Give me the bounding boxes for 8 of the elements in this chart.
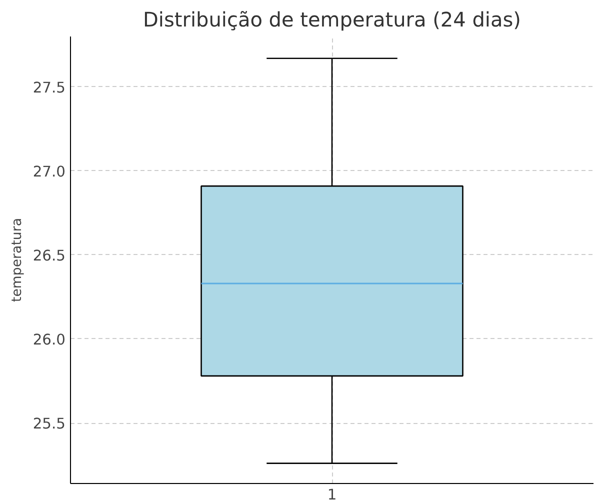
y-tick-label: 27.0 [32,163,66,180]
chart-title: Distribuição de temperatura (24 dias) [143,8,521,32]
x-tick-label: 1 [327,486,337,502]
y-tick-label: 25.5 [32,416,66,433]
y-tick-label: 26.0 [32,331,66,348]
y-tick-label: 27.5 [32,79,66,96]
y-axis-title: temperatura [10,218,25,302]
y-tick-label: 26.5 [32,247,66,264]
